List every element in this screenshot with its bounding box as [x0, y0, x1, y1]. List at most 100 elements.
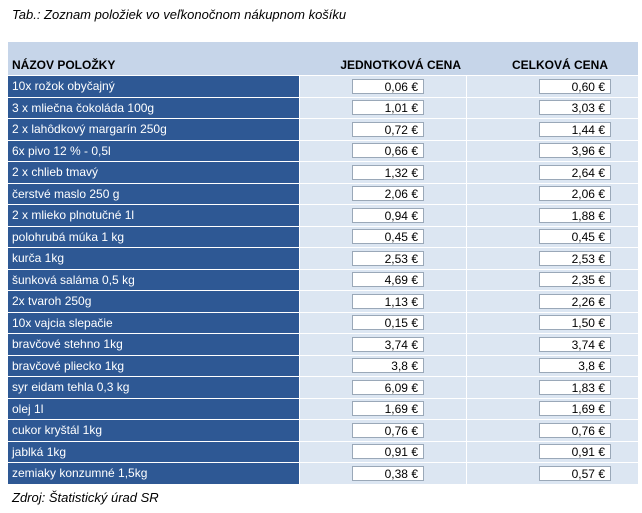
item-name: cukor kryštál 1kg — [8, 420, 300, 441]
total-price-value: 1,50 € — [539, 315, 611, 331]
price-table: NÁZOV POLOŽKY JEDNOTKOVÁ CENA CELKOVÁ CE… — [8, 41, 638, 485]
item-name: olej 1l — [8, 398, 300, 419]
item-name: 2 x lahôdkový margarín 250g — [8, 119, 300, 140]
unit-price-cell: 6,09 € — [300, 377, 467, 398]
total-price-value: 0,45 € — [539, 229, 611, 245]
total-price-value: 3,8 € — [539, 358, 611, 374]
table-row: olej 1l 1,69 € 1,69 € — [8, 398, 638, 420]
unit-price-value: 0,91 € — [352, 444, 424, 460]
unit-price-value: 6,09 € — [352, 379, 424, 395]
item-name: bravčové pliecko 1kg — [8, 355, 300, 376]
header-total-price: CELKOVÁ CENA — [511, 58, 608, 72]
total-price-cell: 0,57 € — [467, 463, 638, 484]
total-price-value: 3,74 € — [539, 336, 611, 352]
total-price-value: 0,91 € — [539, 444, 611, 460]
unit-price-cell: 0,15 € — [300, 312, 467, 333]
unit-price-value: 0,06 € — [352, 78, 424, 94]
total-price-cell: 0,45 € — [467, 226, 638, 247]
table-row: kurča 1kg 2,53 € 2,53 € — [8, 248, 638, 270]
total-price-value: 1,83 € — [539, 379, 611, 395]
unit-price-value: 1,69 € — [352, 401, 424, 417]
total-price-cell: 0,76 € — [467, 420, 638, 441]
source-note: Zdroj: Štatistický úrad SR — [12, 490, 159, 505]
table-row: čerstvé maslo 250 g 2,06 € 2,06 € — [8, 183, 638, 205]
total-price-value: 0,57 € — [539, 465, 611, 481]
unit-price-value: 0,15 € — [352, 315, 424, 331]
total-price-cell: 2,64 € — [467, 162, 638, 183]
unit-price-cell: 1,01 € — [300, 97, 467, 118]
unit-price-value: 0,66 € — [352, 143, 424, 159]
item-name: zemiaky konzumné 1,5kg — [8, 463, 300, 484]
table-row: 3 x mliečna čokoláda 100g 1,01 € 3,03 € — [8, 97, 638, 119]
item-name: kurča 1kg — [8, 248, 300, 269]
item-name: 2 x mlieko plnotučné 1l — [8, 205, 300, 226]
total-price-value: 1,88 € — [539, 207, 611, 223]
unit-price-value: 4,69 € — [352, 272, 424, 288]
table-row: šunková saláma 0,5 kg 4,69 € 2,35 € — [8, 269, 638, 291]
total-price-cell: 2,26 € — [467, 291, 638, 312]
table-row: 2 x mlieko plnotučné 1l 0,94 € 1,88 € — [8, 205, 638, 227]
total-price-value: 0,60 € — [539, 78, 611, 94]
item-name: čerstvé maslo 250 g — [8, 183, 300, 204]
total-price-cell: 2,53 € — [467, 248, 638, 269]
table-row: zemiaky konzumné 1,5kg 0,38 € 0,57 € — [8, 463, 638, 485]
unit-price-cell: 0,91 € — [300, 441, 467, 462]
table-caption: Tab.: Zoznam položiek vo veľkonočnom nák… — [12, 7, 347, 22]
unit-price-value: 1,13 € — [352, 293, 424, 309]
total-price-value: 2,06 € — [539, 186, 611, 202]
total-price-cell: 1,44 € — [467, 119, 638, 140]
table-header: NÁZOV POLOŽKY JEDNOTKOVÁ CENA CELKOVÁ CE… — [8, 42, 638, 76]
unit-price-value: 1,01 € — [352, 100, 424, 116]
total-price-cell: 3,8 € — [467, 355, 638, 376]
item-name: polohrubá múka 1 kg — [8, 226, 300, 247]
unit-price-cell: 0,72 € — [300, 119, 467, 140]
total-price-value: 2,35 € — [539, 272, 611, 288]
table-row: 10x rožok obyčajný 0,06 € 0,60 € — [8, 76, 638, 98]
total-price-value: 0,76 € — [539, 422, 611, 438]
table-row: 2 x lahôdkový margarín 250g 0,72 € 1,44 € — [8, 119, 638, 141]
unit-price-value: 0,94 € — [352, 207, 424, 223]
total-price-cell: 1,83 € — [467, 377, 638, 398]
table-row: syr eidam tehla 0,3 kg 6,09 € 1,83 € — [8, 377, 638, 399]
total-price-cell: 1,88 € — [467, 205, 638, 226]
item-name: bravčové stehno 1kg — [8, 334, 300, 355]
unit-price-value: 0,72 € — [352, 121, 424, 137]
item-name: šunková saláma 0,5 kg — [8, 269, 300, 290]
item-name: 2 x chlieb tmavý — [8, 162, 300, 183]
total-price-value: 2,53 € — [539, 250, 611, 266]
unit-price-cell: 0,45 € — [300, 226, 467, 247]
unit-price-cell: 3,74 € — [300, 334, 467, 355]
item-name: syr eidam tehla 0,3 kg — [8, 377, 300, 398]
unit-price-value: 2,06 € — [352, 186, 424, 202]
item-name: 2x tvaroh 250g — [8, 291, 300, 312]
table-row: 2x tvaroh 250g 1,13 € 2,26 € — [8, 291, 638, 313]
total-price-value: 1,44 € — [539, 121, 611, 137]
unit-price-value: 3,74 € — [352, 336, 424, 352]
unit-price-cell: 0,06 € — [300, 76, 467, 97]
total-price-cell: 0,91 € — [467, 441, 638, 462]
total-price-cell: 3,03 € — [467, 97, 638, 118]
table-row: jablká 1kg 0,91 € 0,91 € — [8, 441, 638, 463]
item-name: 10x vajcia slepačie — [8, 312, 300, 333]
unit-price-cell: 0,94 € — [300, 205, 467, 226]
table-row: 2 x chlieb tmavý 1,32 € 2,64 € — [8, 162, 638, 184]
total-price-value: 3,03 € — [539, 100, 611, 116]
table-row: cukor kryštál 1kg 0,76 € 0,76 € — [8, 420, 638, 442]
unit-price-cell: 0,38 € — [300, 463, 467, 484]
table-row: 10x vajcia slepačie 0,15 € 1,50 € — [8, 312, 638, 334]
total-price-value: 2,26 € — [539, 293, 611, 309]
total-price-cell: 1,50 € — [467, 312, 638, 333]
item-name: 10x rožok obyčajný — [8, 76, 300, 97]
unit-price-cell: 0,66 € — [300, 140, 467, 161]
total-price-cell: 2,06 € — [467, 183, 638, 204]
unit-price-value: 3,8 € — [352, 358, 424, 374]
unit-price-value: 0,38 € — [352, 465, 424, 481]
unit-price-value: 2,53 € — [352, 250, 424, 266]
item-name: 3 x mliečna čokoláda 100g — [8, 97, 300, 118]
unit-price-cell: 2,53 € — [300, 248, 467, 269]
unit-price-cell: 1,13 € — [300, 291, 467, 312]
table-row: polohrubá múka 1 kg 0,45 € 0,45 € — [8, 226, 638, 248]
item-name: 6x pivo 12 % - 0,5l — [8, 140, 300, 161]
unit-price-cell: 4,69 € — [300, 269, 467, 290]
total-price-cell: 0,60 € — [467, 76, 638, 97]
